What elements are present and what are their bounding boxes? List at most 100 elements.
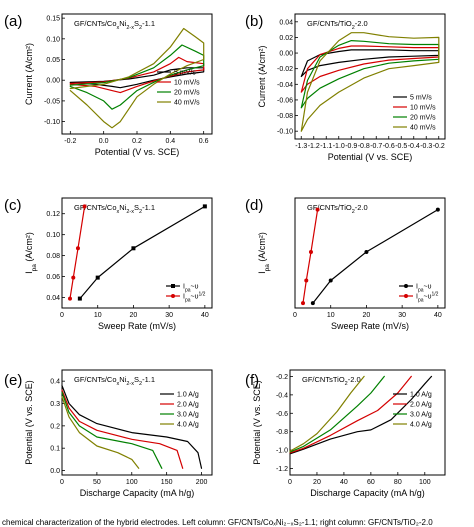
- series-line: [69, 56, 205, 94]
- legend-label: 4.0 A/g: [177, 422, 199, 429]
- data-point: [75, 246, 80, 251]
- legend-marker: [171, 294, 175, 298]
- y-tick-label: -0.6: [276, 411, 288, 418]
- y-tick-label: -0.05: [44, 98, 60, 105]
- y-axis-label: Current (A/cm²): [257, 45, 267, 107]
- y-tick-label: 0.05: [46, 57, 60, 64]
- y-tick-label: 0.15: [46, 16, 60, 23]
- y-tick-label: -0.10: [277, 129, 293, 136]
- plot-frame: [61, 197, 213, 309]
- x-tick-label: 60: [367, 479, 375, 486]
- data-point: [301, 301, 305, 306]
- panel-label: (b): [245, 13, 263, 30]
- y-axis-label: Current (A/cm²): [24, 43, 34, 105]
- y-tick-label: -0.10: [44, 119, 60, 126]
- y-tick-label: 0.10: [46, 232, 60, 239]
- series-line: [61, 389, 184, 469]
- legend-label: Ipa~υ1/2: [416, 292, 439, 304]
- data-point: [308, 249, 313, 254]
- y-tick-label: 0.00: [46, 78, 60, 85]
- y-tick-label: 0.2: [50, 423, 60, 430]
- x-tick-label: 10: [327, 312, 335, 319]
- plot-frame: [294, 197, 446, 309]
- series-line: [289, 375, 385, 453]
- y-tick-label: 0.0: [50, 468, 60, 475]
- x-tick-label: -1.1: [320, 143, 332, 150]
- caption-strip: chemical characterization of the hybrid …: [0, 518, 474, 527]
- legend-label: 40 mV/s: [410, 125, 436, 132]
- series-line: [61, 385, 203, 469]
- x-tick-label: 150: [161, 479, 173, 486]
- x-tick-label: 10: [94, 312, 102, 319]
- legend-label: 5 mV/s: [410, 95, 432, 102]
- figure-caption-fragment: chemical characterization of the hybrid …: [2, 518, 433, 527]
- x-tick-label: 100: [419, 479, 431, 486]
- plot-annotation: GF/CNTsTiO2-2.0: [302, 375, 361, 387]
- y-tick-label: -0.04: [277, 82, 293, 89]
- data-point: [131, 246, 136, 251]
- y-tick-label: -0.8: [276, 429, 288, 436]
- legend-marker: [171, 284, 175, 288]
- plot-frame: [294, 13, 446, 140]
- panel-label: (f): [245, 372, 259, 389]
- legend-label: 5 mV/s: [174, 70, 196, 77]
- legend-marker: [404, 294, 408, 298]
- legend-label: Ipa~υ: [416, 284, 432, 294]
- x-tick-label: -0.4: [408, 143, 420, 150]
- series-line: [69, 67, 205, 89]
- series-line: [79, 205, 206, 300]
- series-line: [302, 209, 319, 304]
- x-tick-label: 200: [196, 479, 208, 486]
- y-tick-label: 0.10: [46, 36, 60, 43]
- series-line: [289, 375, 412, 454]
- y-tick-label: 0.3: [50, 401, 60, 408]
- panel-label: (c): [4, 197, 22, 214]
- plot-frame: [289, 369, 446, 476]
- series-line: [61, 396, 140, 469]
- legend-label: 3.0 A/g: [410, 412, 432, 419]
- legend-label: 10 mV/s: [174, 80, 200, 87]
- legend-label: 10 mV/s: [410, 105, 436, 112]
- x-tick-label: -0.2: [64, 138, 76, 145]
- y-tick-label: 0.06: [46, 274, 60, 281]
- x-tick-label: 20: [130, 312, 138, 319]
- y-tick-label: 0.12: [46, 211, 60, 218]
- panel-e: (e) 0 50 100 150 200 0.0 0.1 0.2 0.3 0.4 Discharge …: [4, 369, 213, 498]
- y-tick-label: -1.0: [276, 448, 288, 455]
- y-tick-label: -0.2: [276, 374, 288, 381]
- legend-label: 2.0 A/g: [410, 402, 432, 409]
- data-point: [310, 301, 315, 306]
- data-point: [77, 296, 82, 301]
- y-tick-label: 0.04: [279, 19, 293, 26]
- x-tick-label: 0: [288, 479, 292, 486]
- x-tick-label: -1.2: [308, 143, 320, 150]
- x-tick-label: 30: [165, 312, 173, 319]
- y-tick-label: 0.1: [50, 446, 60, 453]
- legend-label: 1.0 A/g: [410, 392, 432, 399]
- legend-label: Ipa~υ: [183, 284, 199, 294]
- y-tick-label: -0.4: [276, 392, 288, 399]
- legend-label: 3.0 A/g: [177, 412, 199, 419]
- x-tick-label: -1.3: [295, 143, 307, 150]
- x-tick-label: 50: [93, 479, 101, 486]
- x-axis-label: Discharge Capacity (mA h/g): [310, 488, 425, 498]
- plot-annotation: GF/CNTs/CoxNi2-xS2-1.1: [74, 203, 155, 215]
- x-tick-label: 0.4: [165, 138, 175, 145]
- legend-label: 40 mV/s: [174, 100, 200, 107]
- legend-label: 20 mV/s: [174, 90, 200, 97]
- series-line: [300, 45, 440, 93]
- panel-c: (c) 0 10 20 30 40 0.04 0.06 0.08 0.10 0.12 Sweep Ra…: [4, 197, 213, 331]
- x-tick-label: 0: [60, 312, 64, 319]
- data-point: [68, 296, 72, 301]
- x-tick-label: 20: [363, 312, 371, 319]
- series-line: [289, 375, 365, 452]
- series-line: [289, 375, 433, 455]
- panel-label: (e): [4, 372, 22, 389]
- x-tick-label: -0.6: [383, 143, 395, 150]
- series-line: [300, 32, 440, 132]
- panel-f: (f) 0 20 40 60 80 100 -1.2 -1.0 -0.8 -0.6 -0.4 -0.2 D…: [245, 369, 446, 498]
- plot-annotation: GF/CNTs/CoxNi2-xS2-1.1: [74, 375, 155, 387]
- x-tick-label: -0.5: [395, 143, 407, 150]
- x-tick-label: 0.0: [99, 138, 109, 145]
